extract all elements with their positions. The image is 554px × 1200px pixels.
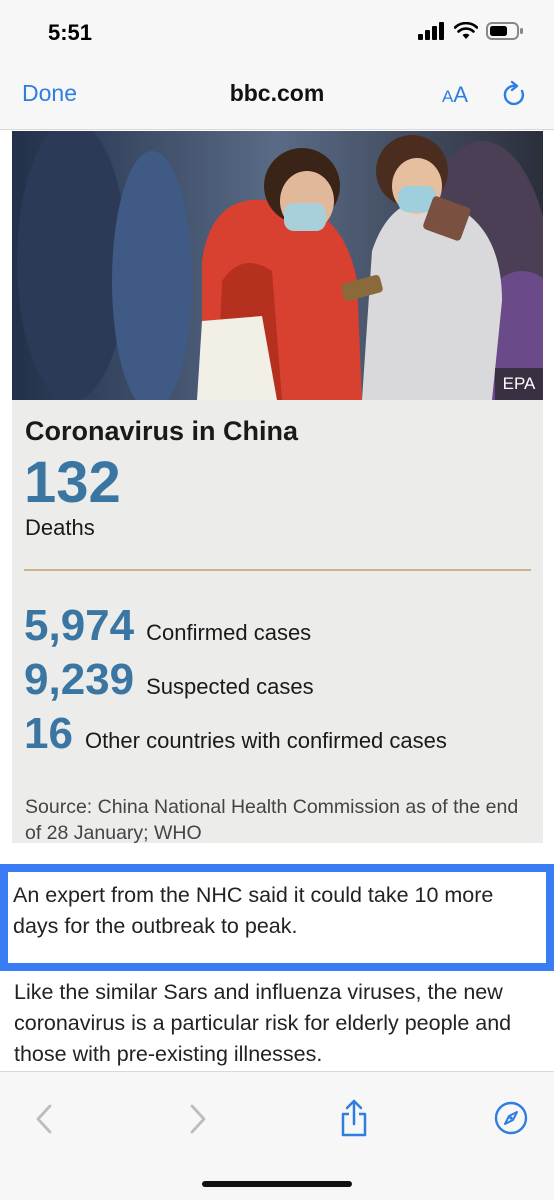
stat-row-other-countries: 16 Other countries with confirmed cases xyxy=(24,709,447,759)
page-domain: bbc.com xyxy=(229,80,325,106)
deaths-count: 132 xyxy=(24,450,121,515)
browser-header: Done bbc.com AA xyxy=(0,66,554,130)
done-button[interactable]: Done xyxy=(22,80,77,106)
safari-compass-icon[interactable] xyxy=(493,1100,529,1136)
home-indicator xyxy=(202,1181,352,1187)
stat-value: 16 xyxy=(24,709,73,758)
highlight-box: An expert from the NHC said it could tak… xyxy=(8,872,546,963)
stat-row-suspected: 9,239 Suspected cases xyxy=(24,655,314,705)
highlighted-paragraph: An expert from the NHC said it could tak… xyxy=(0,864,554,971)
source-note: Source: China National Health Commission… xyxy=(25,796,519,844)
back-icon[interactable] xyxy=(32,1102,56,1136)
status-time: 5:51 xyxy=(48,20,93,45)
deaths-label: Deaths xyxy=(25,515,95,540)
stat-value: 5,974 xyxy=(24,601,135,650)
cellular-signal-icon xyxy=(418,22,444,40)
text-size-big-label: A xyxy=(453,82,469,107)
share-icon[interactable] xyxy=(338,1098,370,1138)
status-icons xyxy=(418,22,524,40)
reload-icon[interactable] xyxy=(500,80,530,110)
stat-value: 9,239 xyxy=(24,655,135,704)
wifi-icon xyxy=(454,22,478,39)
article-content[interactable]: EPA Coronavirus in China 132 Deaths 5,97… xyxy=(0,131,554,1071)
stat-label: Other countries with confirmed cases xyxy=(84,728,447,753)
article-paragraph: Like the similar Sars and influenza viru… xyxy=(14,980,512,1066)
news-photo: EPA xyxy=(12,131,543,400)
text-size-small-label: A xyxy=(442,87,454,106)
status-bar: 5:51 xyxy=(0,0,554,66)
stat-label: Suspected cases xyxy=(146,674,314,699)
photo-credit: EPA xyxy=(495,368,543,400)
stat-row-confirmed: 5,974 Confirmed cases xyxy=(24,601,311,651)
bottom-toolbar xyxy=(0,1071,554,1200)
divider xyxy=(24,569,531,571)
highlight-text: An expert from the NHC said it could tak… xyxy=(13,883,494,938)
battery-icon xyxy=(486,22,523,40)
card-title: Coronavirus in China xyxy=(25,416,299,446)
text-size-button[interactable]: AA xyxy=(442,82,468,108)
crowd-photo-illustration xyxy=(12,131,543,400)
stats-card: EPA Coronavirus in China 132 Deaths 5,97… xyxy=(12,131,543,844)
stat-label: Confirmed cases xyxy=(146,620,312,645)
forward-icon[interactable] xyxy=(186,1102,210,1136)
